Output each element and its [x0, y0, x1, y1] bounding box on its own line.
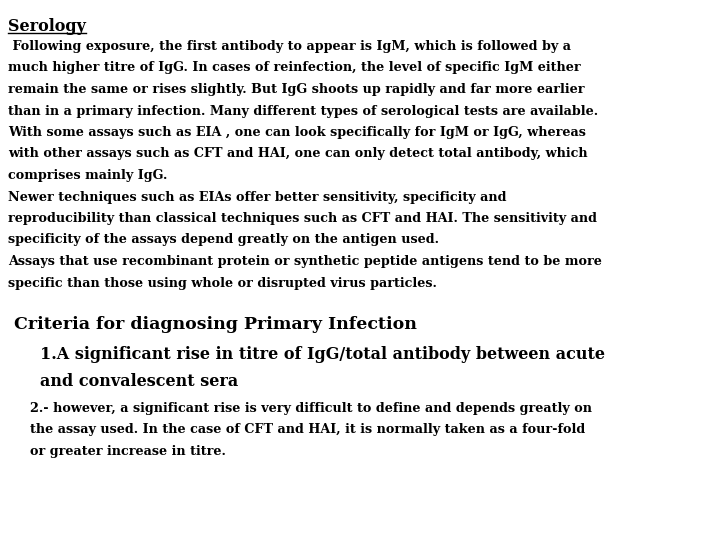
Text: reproducibility than classical techniques such as CFT and HAI. The sensitivity a: reproducibility than classical technique… [8, 212, 597, 225]
Text: or greater increase in titre.: or greater increase in titre. [30, 445, 226, 458]
Text: than in a primary infection. Many different types of serological tests are avail: than in a primary infection. Many differ… [8, 105, 598, 118]
Text: and convalescent sera: and convalescent sera [40, 373, 238, 390]
Text: much higher titre of IgG. In cases of reinfection, the level of specific IgM eit: much higher titre of IgG. In cases of re… [8, 62, 580, 75]
Text: Serology: Serology [8, 18, 86, 35]
Text: specific than those using whole or disrupted virus particles.: specific than those using whole or disru… [8, 276, 437, 289]
Text: Newer techniques such as EIAs offer better sensitivity, specificity and: Newer techniques such as EIAs offer bett… [8, 191, 506, 204]
Text: Criteria for diagnosing Primary Infection: Criteria for diagnosing Primary Infectio… [14, 316, 417, 333]
Text: with other assays such as CFT and HAI, one can only detect total antibody, which: with other assays such as CFT and HAI, o… [8, 147, 588, 160]
Text: Following exposure, the first antibody to appear is IgM, which is followed by a: Following exposure, the first antibody t… [8, 40, 571, 53]
Text: With some assays such as EIA , one can look specifically for IgM or IgG, whereas: With some assays such as EIA , one can l… [8, 126, 586, 139]
Text: comprises mainly IgG.: comprises mainly IgG. [8, 169, 167, 182]
Text: 1.A significant rise in titre of IgG/total antibody between acute: 1.A significant rise in titre of IgG/tot… [40, 346, 605, 363]
Text: 2.- however, a significant rise is very difficult to define and depends greatly : 2.- however, a significant rise is very … [30, 402, 592, 415]
Text: the assay used. In the case of CFT and HAI, it is normally taken as a four-fold: the assay used. In the case of CFT and H… [30, 423, 585, 436]
Text: remain the same or rises slightly. But IgG shoots up rapidly and far more earlie: remain the same or rises slightly. But I… [8, 83, 585, 96]
Text: specificity of the assays depend greatly on the antigen used.: specificity of the assays depend greatly… [8, 233, 439, 246]
Text: Assays that use recombinant protein or synthetic peptide antigens tend to be mor: Assays that use recombinant protein or s… [8, 255, 602, 268]
